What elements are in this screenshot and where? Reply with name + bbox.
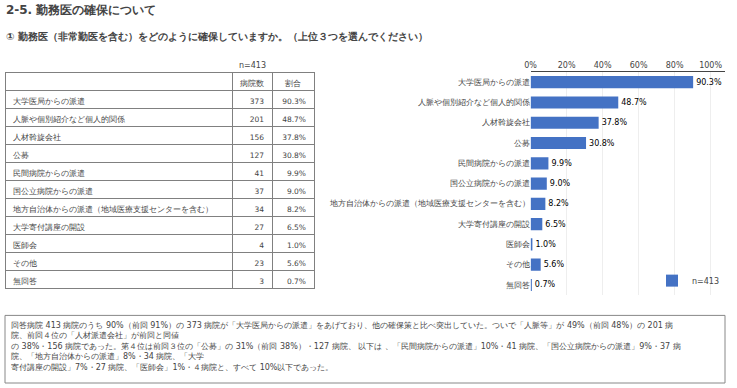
svg-text:20%: 20%	[558, 61, 576, 70]
svg-text:① 勤務医（非常勤医を含む）をどのように確保していますか。（: ① 勤務医（非常勤医を含む）をどのように確保していますか。（上位３つを選んでくだ…	[6, 31, 428, 43]
svg-text:8.2%: 8.2%	[548, 199, 569, 208]
svg-text:37: 37	[255, 187, 265, 196]
svg-text:2-5. 勤務医の確保について: 2-5. 勤務医の確保について	[6, 3, 156, 17]
svg-text:1.0%: 1.0%	[287, 241, 306, 250]
svg-text:23: 23	[255, 259, 265, 268]
svg-text:27: 27	[255, 223, 265, 232]
svg-text:6.5%: 6.5%	[545, 220, 566, 229]
svg-text:0.7%: 0.7%	[535, 280, 556, 289]
svg-text:373: 373	[250, 97, 265, 106]
svg-text:37.8%: 37.8%	[602, 118, 628, 127]
svg-text:5.6%: 5.6%	[287, 259, 306, 268]
svg-text:人材斡旋会社: 人材斡旋会社	[482, 118, 530, 127]
svg-text:100%: 100%	[699, 61, 722, 70]
svg-text:地方自治体からの派遣（地域医療支援センターを含む）: 地方自治体からの派遣（地域医療支援センターを含む）	[329, 199, 530, 208]
svg-text:4: 4	[259, 241, 264, 250]
svg-text:公募: 公募	[13, 151, 29, 160]
svg-text:大学寄付講座の開設: 大学寄付講座の開設	[13, 223, 85, 232]
svg-text:人脈や個別紹介など個人的関係: 人脈や個別紹介など個人的関係	[418, 98, 530, 107]
svg-text:30.8%: 30.8%	[282, 151, 306, 160]
svg-text:公募: 公募	[514, 139, 530, 148]
svg-text:9.0%: 9.0%	[287, 187, 306, 196]
svg-text:127: 127	[250, 151, 265, 160]
svg-text:国公立病院からの派遣: 国公立病院からの派遣	[13, 187, 93, 196]
svg-text:3: 3	[259, 277, 264, 286]
svg-text:医師会: 医師会	[506, 240, 530, 249]
svg-text:大学寄付講座の開設: 大学寄付講座の開設	[458, 220, 530, 229]
svg-text:156: 156	[250, 133, 265, 142]
svg-text:0%: 0%	[524, 61, 537, 70]
svg-text:80%: 80%	[666, 61, 684, 70]
svg-text:病院数: 病院数	[240, 79, 264, 88]
svg-text:9.9%: 9.9%	[551, 159, 572, 168]
svg-text:民間病院からの派遣: 民間病院からの派遣	[458, 159, 530, 168]
svg-text:48.7%: 48.7%	[621, 98, 647, 107]
svg-text:人脈や個別紹介など個人的関係: 人脈や個別紹介など個人的関係	[13, 115, 125, 124]
svg-text:34: 34	[255, 205, 265, 214]
svg-text:1.0%: 1.0%	[535, 240, 556, 249]
svg-text:9.9%: 9.9%	[287, 169, 306, 178]
svg-text:大学医局からの派遣: 大学医局からの派遣	[458, 78, 530, 87]
svg-text:30.8%: 30.8%	[589, 139, 615, 148]
svg-text:n=413: n=413	[239, 61, 266, 70]
svg-text:40%: 40%	[594, 61, 612, 70]
svg-text:その他: その他	[13, 259, 37, 268]
svg-text:その他: その他	[506, 260, 530, 269]
svg-text:6.5%: 6.5%	[287, 223, 306, 232]
svg-text:90.3%: 90.3%	[282, 97, 306, 106]
svg-text:無回答: 無回答	[506, 281, 530, 290]
svg-text:90.3%: 90.3%	[696, 78, 722, 87]
svg-text:n=413: n=413	[692, 277, 719, 286]
svg-text:回答病院 413 病院のうち 90%（前回 91%）の 37: 回答病院 413 病院のうち 90%（前回 91%）の 373 病院が「大学医局…	[11, 321, 681, 372]
svg-text:人材斡旋会社: 人材斡旋会社	[13, 133, 61, 142]
svg-text:201: 201	[250, 115, 265, 124]
svg-text:医師会: 医師会	[13, 241, 37, 250]
svg-text:5.6%: 5.6%	[544, 260, 565, 269]
svg-text:0.7%: 0.7%	[287, 277, 306, 286]
svg-text:37.8%: 37.8%	[282, 133, 306, 142]
svg-text:地方自治体からの派遣（地域医療支援センターを含む）: 地方自治体からの派遣（地域医療支援センターを含む）	[12, 205, 213, 214]
svg-text:9.0%: 9.0%	[550, 179, 571, 188]
svg-text:60%: 60%	[630, 61, 648, 70]
svg-text:無回答: 無回答	[13, 277, 37, 286]
svg-text:48.7%: 48.7%	[282, 115, 306, 124]
svg-text:大学医局からの派遣: 大学医局からの派遣	[13, 97, 85, 106]
svg-text:国公立病院からの派遣: 国公立病院からの派遣	[450, 179, 530, 188]
svg-text:民間病院からの派遣: 民間病院からの派遣	[13, 169, 85, 178]
svg-text:41: 41	[255, 169, 265, 178]
svg-text:割合: 割合	[285, 79, 301, 88]
svg-text:8.2%: 8.2%	[287, 205, 306, 214]
